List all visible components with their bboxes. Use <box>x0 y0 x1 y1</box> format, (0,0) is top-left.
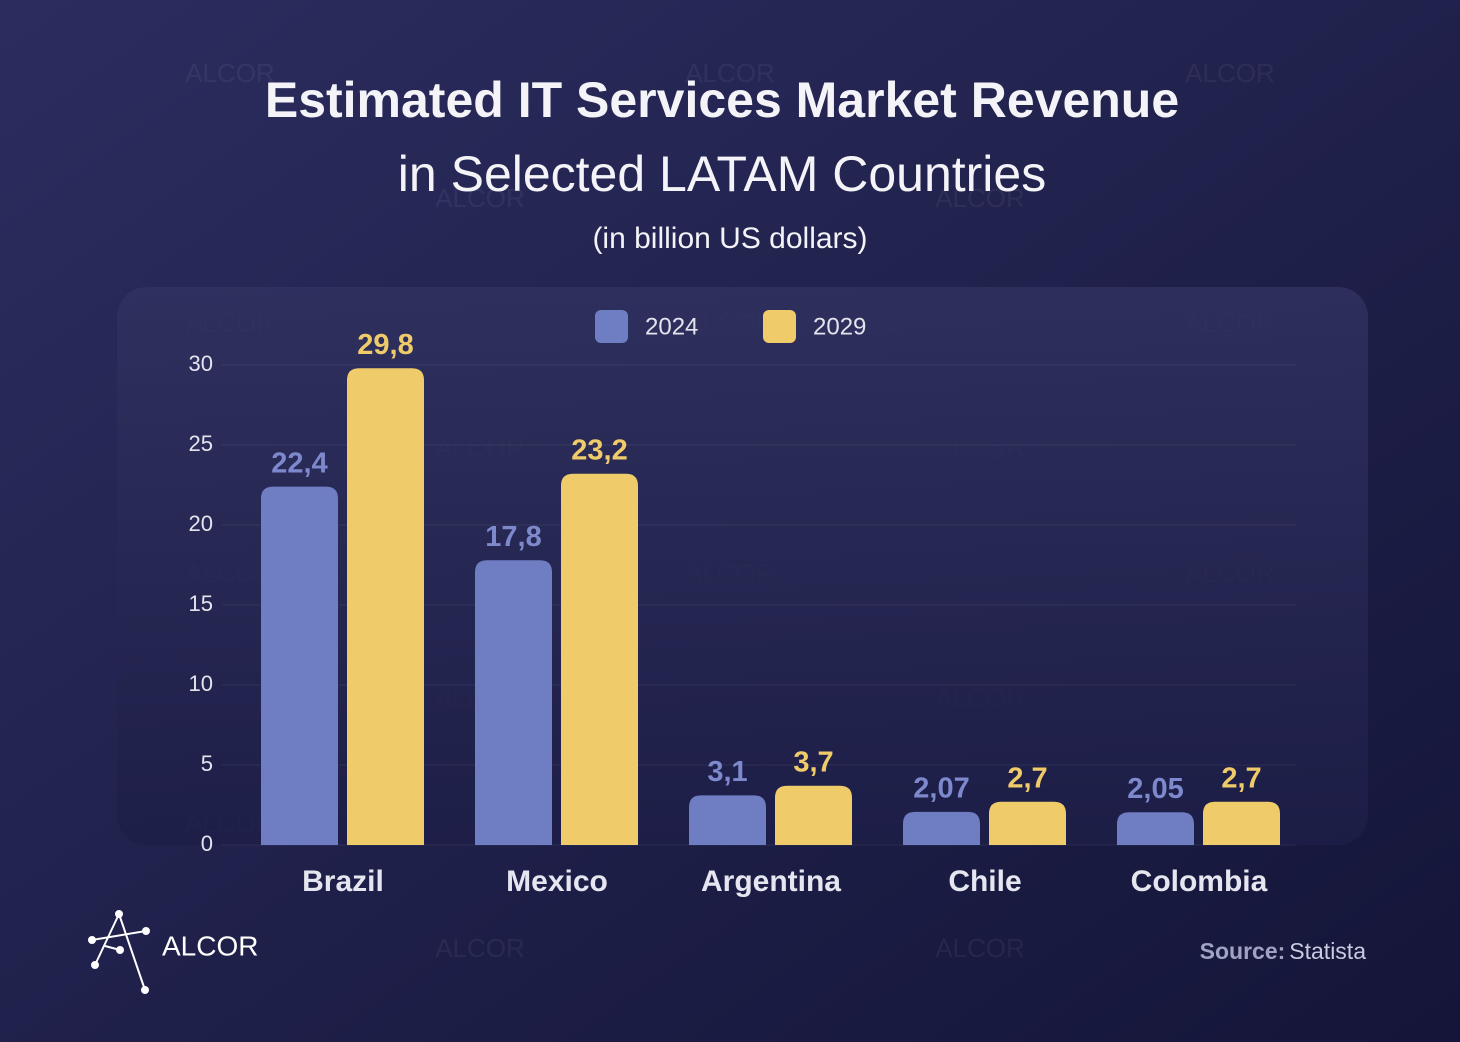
value-label: 2,7 <box>1007 762 1047 794</box>
y-tick-label: 20 <box>189 511 213 536</box>
x-tick-label: Chile <box>948 865 1021 898</box>
y-tick-label: 10 <box>189 671 213 696</box>
bar <box>561 473 638 845</box>
bar <box>475 560 552 845</box>
source: Source: Statista <box>1200 938 1367 964</box>
bar <box>261 486 338 845</box>
value-label: 3,7 <box>793 746 833 778</box>
bar <box>1117 812 1194 845</box>
y-tick-label: 0 <box>201 831 213 856</box>
brand: ALCOR <box>162 930 258 961</box>
legend-label: 2029 <box>813 313 866 340</box>
plot-panel <box>117 287 1368 845</box>
value-label: 22,4 <box>271 447 327 479</box>
watermark: ALCOR <box>435 183 525 213</box>
value-label: 17,8 <box>485 521 541 553</box>
value-label: 2,7 <box>1221 762 1261 794</box>
bar <box>989 801 1066 845</box>
source-label: Source: <box>1200 938 1286 964</box>
watermark: ALCOR <box>435 933 525 963</box>
bar <box>903 811 980 845</box>
bar <box>1203 801 1280 845</box>
x-tick-label: Brazil <box>302 865 384 898</box>
y-tick-label: 30 <box>189 351 213 376</box>
watermark: ALCOR <box>1185 58 1275 88</box>
x-tick-label: Argentina <box>701 865 841 898</box>
watermark: ALCOR <box>935 183 1025 213</box>
source-value: Statista <box>1289 938 1366 964</box>
legend-swatch <box>595 310 628 343</box>
y-tick-label: 15 <box>189 591 213 616</box>
watermark: ALCOR <box>685 58 775 88</box>
value-label: 29,8 <box>357 329 413 361</box>
bar <box>775 785 852 845</box>
legend-label: 2024 <box>645 313 698 340</box>
y-tick-label: 25 <box>189 431 213 456</box>
x-tick-label: Mexico <box>506 865 608 898</box>
value-label: 2,05 <box>1127 773 1183 805</box>
chart-subtitle: in Selected LATAM Countries <box>398 146 1046 202</box>
value-label: 23,2 <box>571 434 627 466</box>
bar <box>689 795 766 845</box>
watermark: ALCOR <box>935 933 1025 963</box>
legend-swatch <box>763 310 796 343</box>
x-tick-label: Colombia <box>1131 865 1268 898</box>
value-label: 3,1 <box>707 756 747 788</box>
chart-title: Estimated IT Services Market Revenue <box>265 72 1179 128</box>
y-tick-label: 5 <box>201 751 213 776</box>
value-label: 2,07 <box>913 773 969 805</box>
watermark: ALCOR <box>185 58 275 88</box>
logo <box>88 910 150 994</box>
bar <box>347 368 424 845</box>
unit-note: (in billion US dollars) <box>592 222 867 255</box>
